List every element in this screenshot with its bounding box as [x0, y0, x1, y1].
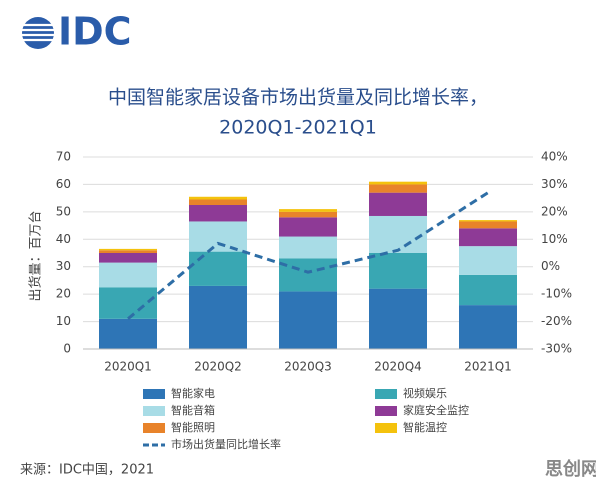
bar-segment — [459, 221, 517, 229]
bar-segment — [459, 305, 517, 349]
bar-segment — [189, 221, 247, 252]
bar-segment — [189, 205, 247, 222]
y2-tick-label: 10% — [541, 232, 568, 246]
bar-segment — [279, 291, 337, 349]
bar-segment — [279, 258, 337, 292]
bar-segment — [99, 287, 157, 319]
y2-tick-label: 30% — [541, 177, 568, 191]
bar-segment — [459, 220, 517, 222]
legend-label: 家庭安全监控 — [403, 403, 469, 417]
y2-tick-label: -30% — [541, 342, 572, 356]
y-tick-label: 30 — [56, 259, 71, 273]
y-tick-label: 20 — [56, 287, 71, 301]
legend-swatch — [143, 389, 165, 399]
legend-label: 视频娱乐 — [403, 386, 447, 400]
bar-segment — [99, 318, 157, 349]
legend-label: 智能家电 — [171, 386, 215, 400]
bar-segment — [99, 250, 157, 253]
y-tick-label: 40 — [56, 232, 71, 246]
bar-segment — [369, 184, 427, 193]
bar-segment — [99, 248, 157, 251]
bar-segment — [279, 211, 337, 218]
bar-segment — [369, 181, 427, 185]
x-tick-label: 2020Q2 — [194, 360, 242, 374]
bar-segment — [189, 285, 247, 349]
y-tick-label: 50 — [56, 204, 71, 218]
legend-swatch — [375, 389, 397, 399]
legend-swatch — [143, 423, 165, 433]
legend-swatch — [375, 406, 397, 416]
legend-swatch — [375, 423, 397, 433]
logo: IDC — [22, 10, 132, 54]
source: 来源：IDC中国，2021 — [20, 463, 154, 478]
logo-text: IDC — [58, 10, 132, 54]
y-tick-label: 0 — [63, 342, 71, 356]
x-tick-label: 2020Q4 — [374, 360, 422, 374]
y2-tick-label: 40% — [541, 150, 568, 164]
y2-tick-label: -10% — [541, 287, 572, 301]
y2-tick-label: -20% — [541, 314, 572, 328]
bar-segment — [279, 236, 337, 259]
y2-tick-label: 20% — [541, 204, 568, 218]
bar-segment — [189, 251, 247, 286]
bar-segment — [189, 196, 247, 200]
y-tick-label: 10 — [56, 314, 71, 328]
legend-label: 智能音箱 — [171, 403, 215, 417]
x-tick-label: 2021Q1 — [464, 360, 512, 374]
watermark: 思创网 — [545, 458, 596, 480]
bar-segment — [99, 262, 157, 288]
x-tick-label: 2020Q1 — [104, 360, 152, 374]
bar-segment — [369, 215, 427, 253]
y2-tick-label: 0% — [541, 259, 560, 273]
chart-title: 中国智能家居设备市场出货量及同比增长率， — [108, 87, 488, 109]
growth-line — [127, 191, 489, 320]
legend-label: 智能照明 — [171, 420, 215, 434]
bar-segment — [369, 253, 427, 289]
y-axis-label: 出货量：百万台 — [28, 210, 44, 301]
bar-segment — [279, 209, 337, 212]
bar-segment — [369, 192, 427, 216]
legend-label: 市场出货量同比增长率 — [171, 437, 281, 451]
bar-segment — [459, 228, 517, 247]
bar-segment — [189, 199, 247, 205]
bar-segment — [369, 288, 427, 349]
chart-subtitle: 2020Q1-2021Q1 — [219, 117, 377, 139]
y-tick-label: 60 — [56, 177, 71, 191]
y-tick-label: 70 — [56, 150, 71, 164]
bar-segment — [459, 246, 517, 275]
legend-label: 智能温控 — [403, 420, 447, 434]
bar-segment — [99, 253, 157, 263]
x-tick-label: 2020Q3 — [284, 360, 332, 374]
bar-segment — [459, 274, 517, 306]
bar-segment — [279, 217, 337, 237]
legend-swatch — [143, 406, 165, 416]
